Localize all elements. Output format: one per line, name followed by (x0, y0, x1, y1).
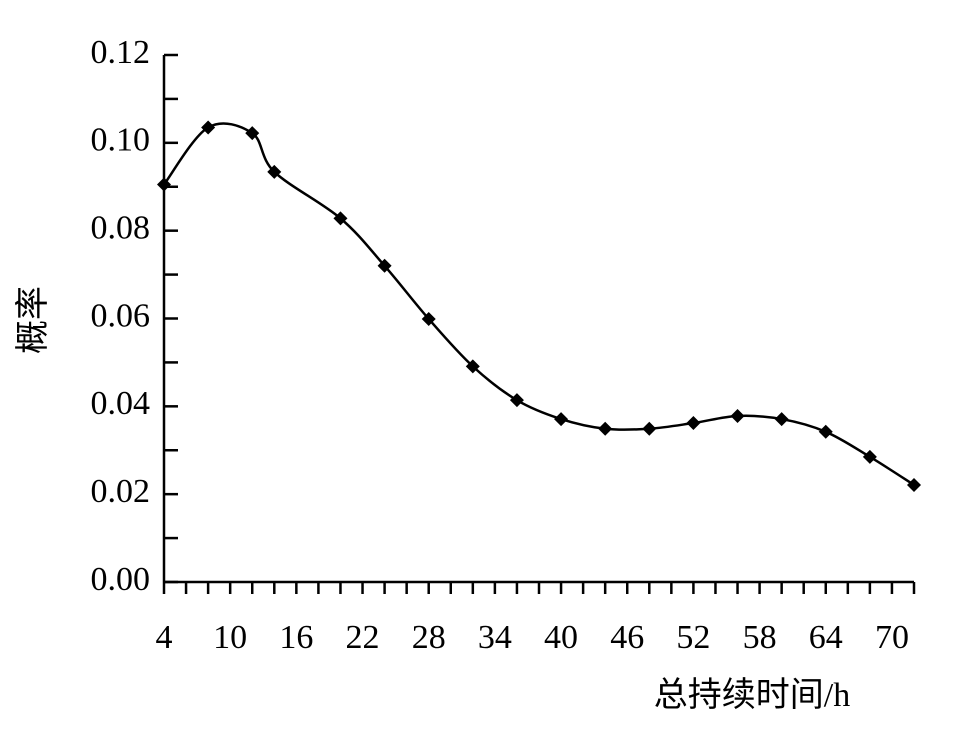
x-tick-label: 22 (346, 619, 380, 656)
y-tick-label: 0.08 (91, 209, 151, 246)
marker (774, 412, 789, 427)
y-tick-label: 0.00 (91, 561, 151, 598)
marker (267, 164, 282, 179)
x-tick-label: 10 (213, 619, 247, 656)
marker (333, 211, 348, 226)
marker (554, 412, 569, 427)
marker (598, 421, 613, 436)
marker (642, 421, 657, 436)
line (163, 122, 915, 486)
y-tick-label: 0.04 (91, 385, 151, 422)
marker (245, 126, 260, 141)
marker (907, 477, 921, 492)
x-tick-label: 58 (743, 619, 777, 656)
marker (509, 393, 524, 408)
x-tick-label: 34 (478, 619, 512, 656)
x-tick-label: 46 (610, 619, 644, 656)
marker (818, 424, 833, 439)
x-tick-label: 16 (279, 619, 313, 656)
x-tick-label: 64 (809, 619, 843, 656)
marker (686, 416, 701, 431)
x-tick-label: 40 (544, 619, 578, 656)
x-tick-label: 70 (875, 619, 909, 656)
marker (465, 359, 480, 374)
marker (862, 449, 877, 464)
x-tick-label: 28 (412, 619, 446, 656)
x-axis-title: 总持续时间/h (654, 676, 850, 714)
y-tick-label: 0.12 (91, 34, 151, 71)
y-tick-label: 0.06 (91, 297, 151, 334)
marker (730, 408, 745, 423)
marker (421, 311, 436, 326)
y-tick-label: 0.10 (91, 122, 151, 159)
marker (157, 177, 171, 192)
x-tick-label: 4 (156, 619, 173, 656)
x-tick-label: 52 (676, 619, 710, 656)
marker (377, 258, 392, 273)
y-axis-title: 概率 (14, 286, 52, 354)
y-tick-label: 0.02 (91, 473, 151, 510)
marker (201, 120, 216, 135)
